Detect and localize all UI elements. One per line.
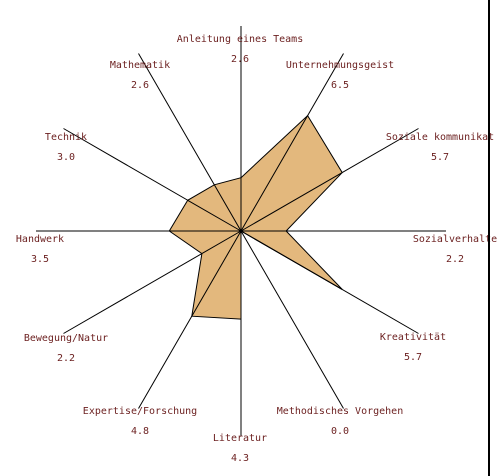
axis-value-label: 2.2 [57,353,75,364]
axis-label: Anleitung eines Teams [177,34,303,45]
data-spoke [191,230,242,317]
axis-value-label: 6.5 [331,80,349,91]
axis-label: Mathematik [110,60,170,71]
axis-value-label: 2.2 [446,254,464,265]
right-border [488,0,490,476]
data-spoke [240,172,343,232]
axis-line [240,230,344,409]
data-spoke [240,115,309,232]
axis-value-label: 4.3 [231,453,249,464]
axis-label: Expertise/Forschung [83,406,197,417]
axis-label: Literatur [213,433,267,444]
axis-label: Methodisches Vorgehen [277,406,403,417]
axis-value-label: 3.5 [31,254,49,265]
axis-label: Soziale kommunikat [386,132,494,143]
axis-label: Kreativität [380,332,446,343]
axis-label: Bewegung/Natur [24,333,108,344]
axis-label: Technik [45,132,87,143]
data-spoke [240,230,343,290]
axis-value-label: 4.8 [131,426,149,437]
data-spoke [187,199,242,232]
axis-label: Sozialverhalte [413,234,497,245]
axes-front-layer [169,115,343,320]
data-spoke [213,184,242,232]
labels-layer: Anleitung eines Teams 2.6 Unternehmungsgei… [16,34,497,464]
axis-label: Unternehmungsgeist [286,60,394,71]
data-spoke [201,230,242,255]
axis-label: Handwerk [16,234,64,245]
axis-value-label: 0.0 [331,426,349,437]
profile-area [168,114,343,320]
axis-value-label: 2.6 [231,54,249,65]
axis-value-label: 5.7 [431,152,449,163]
axis-value-label: 3.0 [57,152,75,163]
axis-value-label: 5.7 [404,352,422,363]
axis-value-label: 2.6 [131,80,149,91]
